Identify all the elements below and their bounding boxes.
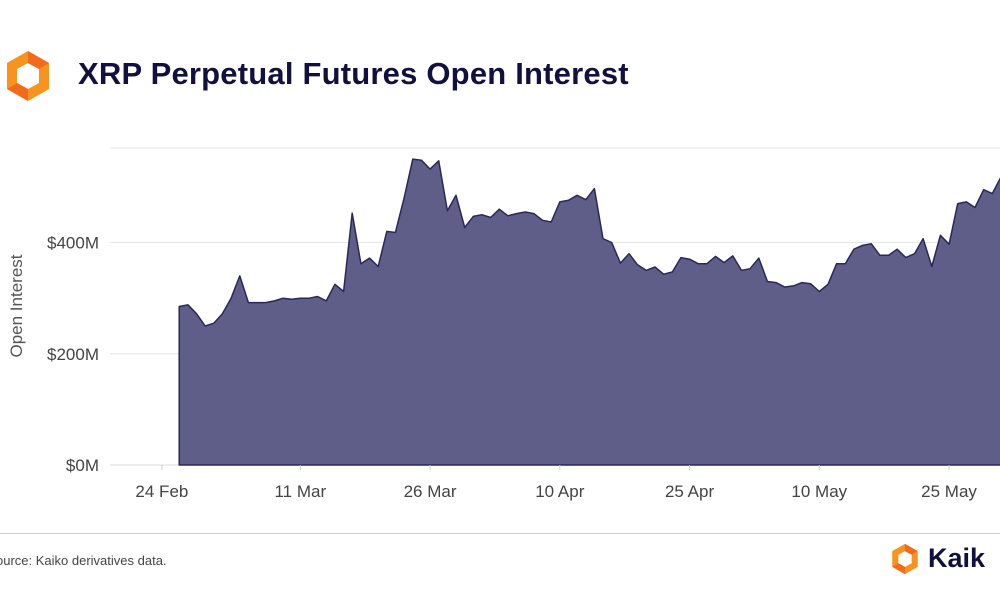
series-area [178,158,1000,466]
brand-name: Kaik [928,543,986,573]
x-tick-label: 10 Apr [535,482,584,501]
y-axis-title: Open Interest [7,254,26,357]
kaiko-hexagon-icon [7,51,49,101]
source-note: ource: Kaiko derivatives data. [0,553,167,568]
x-tick-label: 11 Mar [274,482,326,501]
open-interest-chart: $0M $200M $400M 24 Feb 11 Mar 26 Mar 10 Apr 25 … [7,147,1000,501]
y-tick-label: $200M [47,345,99,364]
page-title: XRP Perpetual Futures Open Interest [78,56,629,91]
kaiko-hexagon-icon [892,543,918,575]
x-tick-label: 25 May [921,482,977,501]
x-tick-label: 26 Mar [404,482,457,501]
footer-divider [0,533,1000,534]
x-tick-label: 10 May [791,482,847,501]
x-tick-label: 25 Apr [665,482,714,501]
y-tick-label: $400M [47,234,99,253]
x-tick-label: 24 Feb [135,482,188,501]
y-tick-label: $0M [66,456,99,475]
